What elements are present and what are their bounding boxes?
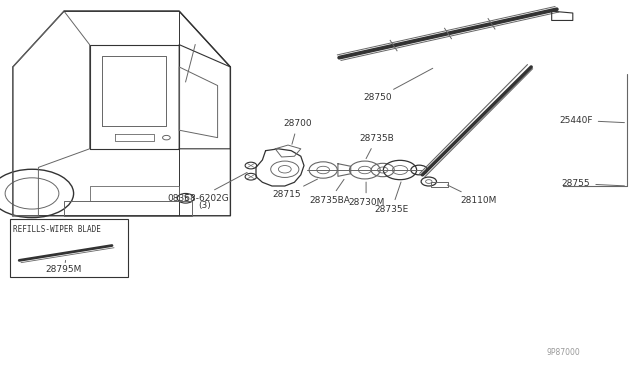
- Text: 28750: 28750: [364, 68, 433, 102]
- Text: 08368-6202G: 08368-6202G: [168, 173, 247, 203]
- Text: 28110M: 28110M: [447, 185, 497, 205]
- Text: 25440F: 25440F: [559, 116, 625, 125]
- Text: REFILLS-WIPER BLADE: REFILLS-WIPER BLADE: [13, 225, 100, 234]
- Text: (3): (3): [198, 201, 211, 210]
- Bar: [10, 219, 128, 277]
- Text: 28730M: 28730M: [348, 182, 384, 207]
- Text: 28735B: 28735B: [359, 134, 394, 158]
- Text: 28700: 28700: [284, 119, 312, 144]
- Text: 28735E: 28735E: [374, 182, 409, 214]
- Text: 28755: 28755: [562, 179, 625, 188]
- Text: 9P87000: 9P87000: [547, 348, 580, 357]
- Text: 28715: 28715: [273, 179, 317, 199]
- Text: 28735BA: 28735BA: [309, 179, 350, 205]
- Text: S: S: [183, 194, 188, 203]
- Text: 28795M: 28795M: [46, 260, 82, 274]
